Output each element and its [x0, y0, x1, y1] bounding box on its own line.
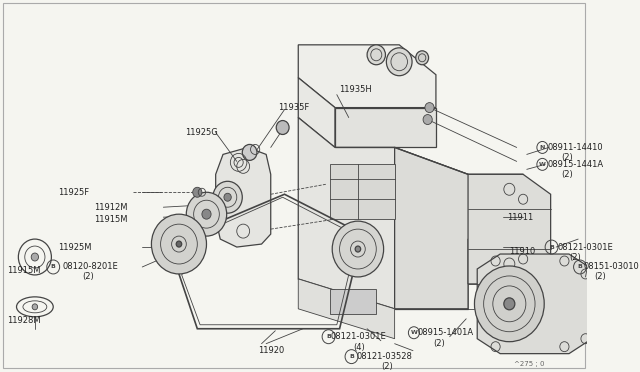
Polygon shape	[298, 45, 436, 108]
Text: 08911-14410: 08911-14410	[548, 143, 604, 152]
Text: (4): (4)	[353, 343, 365, 352]
Polygon shape	[468, 174, 550, 284]
Text: 11925F: 11925F	[58, 188, 89, 197]
Circle shape	[31, 253, 38, 261]
Text: (2): (2)	[562, 153, 573, 162]
Circle shape	[213, 181, 243, 213]
Text: 11911: 11911	[508, 213, 534, 222]
Text: (2): (2)	[433, 339, 445, 348]
Circle shape	[416, 51, 429, 65]
Text: N: N	[540, 145, 545, 150]
Circle shape	[243, 144, 257, 160]
Circle shape	[152, 214, 207, 274]
Text: B: B	[349, 354, 354, 359]
Text: 11925G: 11925G	[186, 128, 218, 137]
Text: B: B	[549, 244, 554, 250]
Text: 11920: 11920	[258, 346, 284, 355]
Polygon shape	[330, 164, 395, 219]
Polygon shape	[298, 118, 468, 309]
Text: 11928M: 11928M	[7, 316, 41, 325]
Text: (2): (2)	[595, 272, 607, 282]
Text: 08151-03010: 08151-03010	[584, 263, 639, 272]
Text: 11910: 11910	[509, 247, 536, 256]
Circle shape	[176, 241, 182, 247]
Circle shape	[474, 266, 544, 342]
Text: 08120-8201E: 08120-8201E	[63, 263, 118, 272]
Text: 11915M: 11915M	[95, 215, 128, 224]
Text: (2): (2)	[83, 272, 94, 282]
Polygon shape	[335, 108, 436, 147]
Text: B: B	[577, 264, 582, 269]
Text: 08121-03528: 08121-03528	[356, 352, 412, 361]
Text: 11912M: 11912M	[95, 203, 128, 212]
Text: 11935H: 11935H	[340, 85, 372, 94]
Polygon shape	[395, 147, 523, 309]
Polygon shape	[216, 147, 271, 247]
Text: 11915M: 11915M	[7, 266, 41, 275]
Polygon shape	[330, 289, 376, 314]
Text: (2): (2)	[569, 253, 580, 262]
Text: W: W	[539, 162, 546, 167]
Circle shape	[423, 115, 432, 125]
Text: 08121-0301E: 08121-0301E	[557, 243, 613, 251]
Circle shape	[193, 187, 202, 197]
Circle shape	[276, 121, 289, 135]
Text: W: W	[410, 330, 417, 335]
Text: ^275 ; 0: ^275 ; 0	[514, 360, 545, 367]
Circle shape	[32, 304, 38, 310]
Circle shape	[202, 209, 211, 219]
Circle shape	[224, 193, 231, 201]
Circle shape	[367, 45, 385, 65]
Text: 08915-1441A: 08915-1441A	[548, 160, 604, 169]
Text: B: B	[51, 264, 56, 269]
Circle shape	[186, 192, 227, 236]
Circle shape	[332, 221, 383, 277]
Text: B: B	[326, 334, 331, 339]
Circle shape	[355, 246, 361, 252]
Circle shape	[504, 298, 515, 310]
Polygon shape	[298, 78, 335, 147]
Polygon shape	[298, 279, 395, 339]
Polygon shape	[477, 254, 592, 354]
Text: 11925M: 11925M	[58, 243, 92, 251]
Text: (2): (2)	[381, 362, 392, 371]
Circle shape	[387, 48, 412, 76]
Circle shape	[425, 103, 434, 113]
Text: 08915-1401A: 08915-1401A	[417, 328, 474, 337]
Text: 08121-0301E: 08121-0301E	[330, 332, 386, 341]
Text: (2): (2)	[562, 170, 573, 179]
Text: 11935F: 11935F	[278, 103, 309, 112]
